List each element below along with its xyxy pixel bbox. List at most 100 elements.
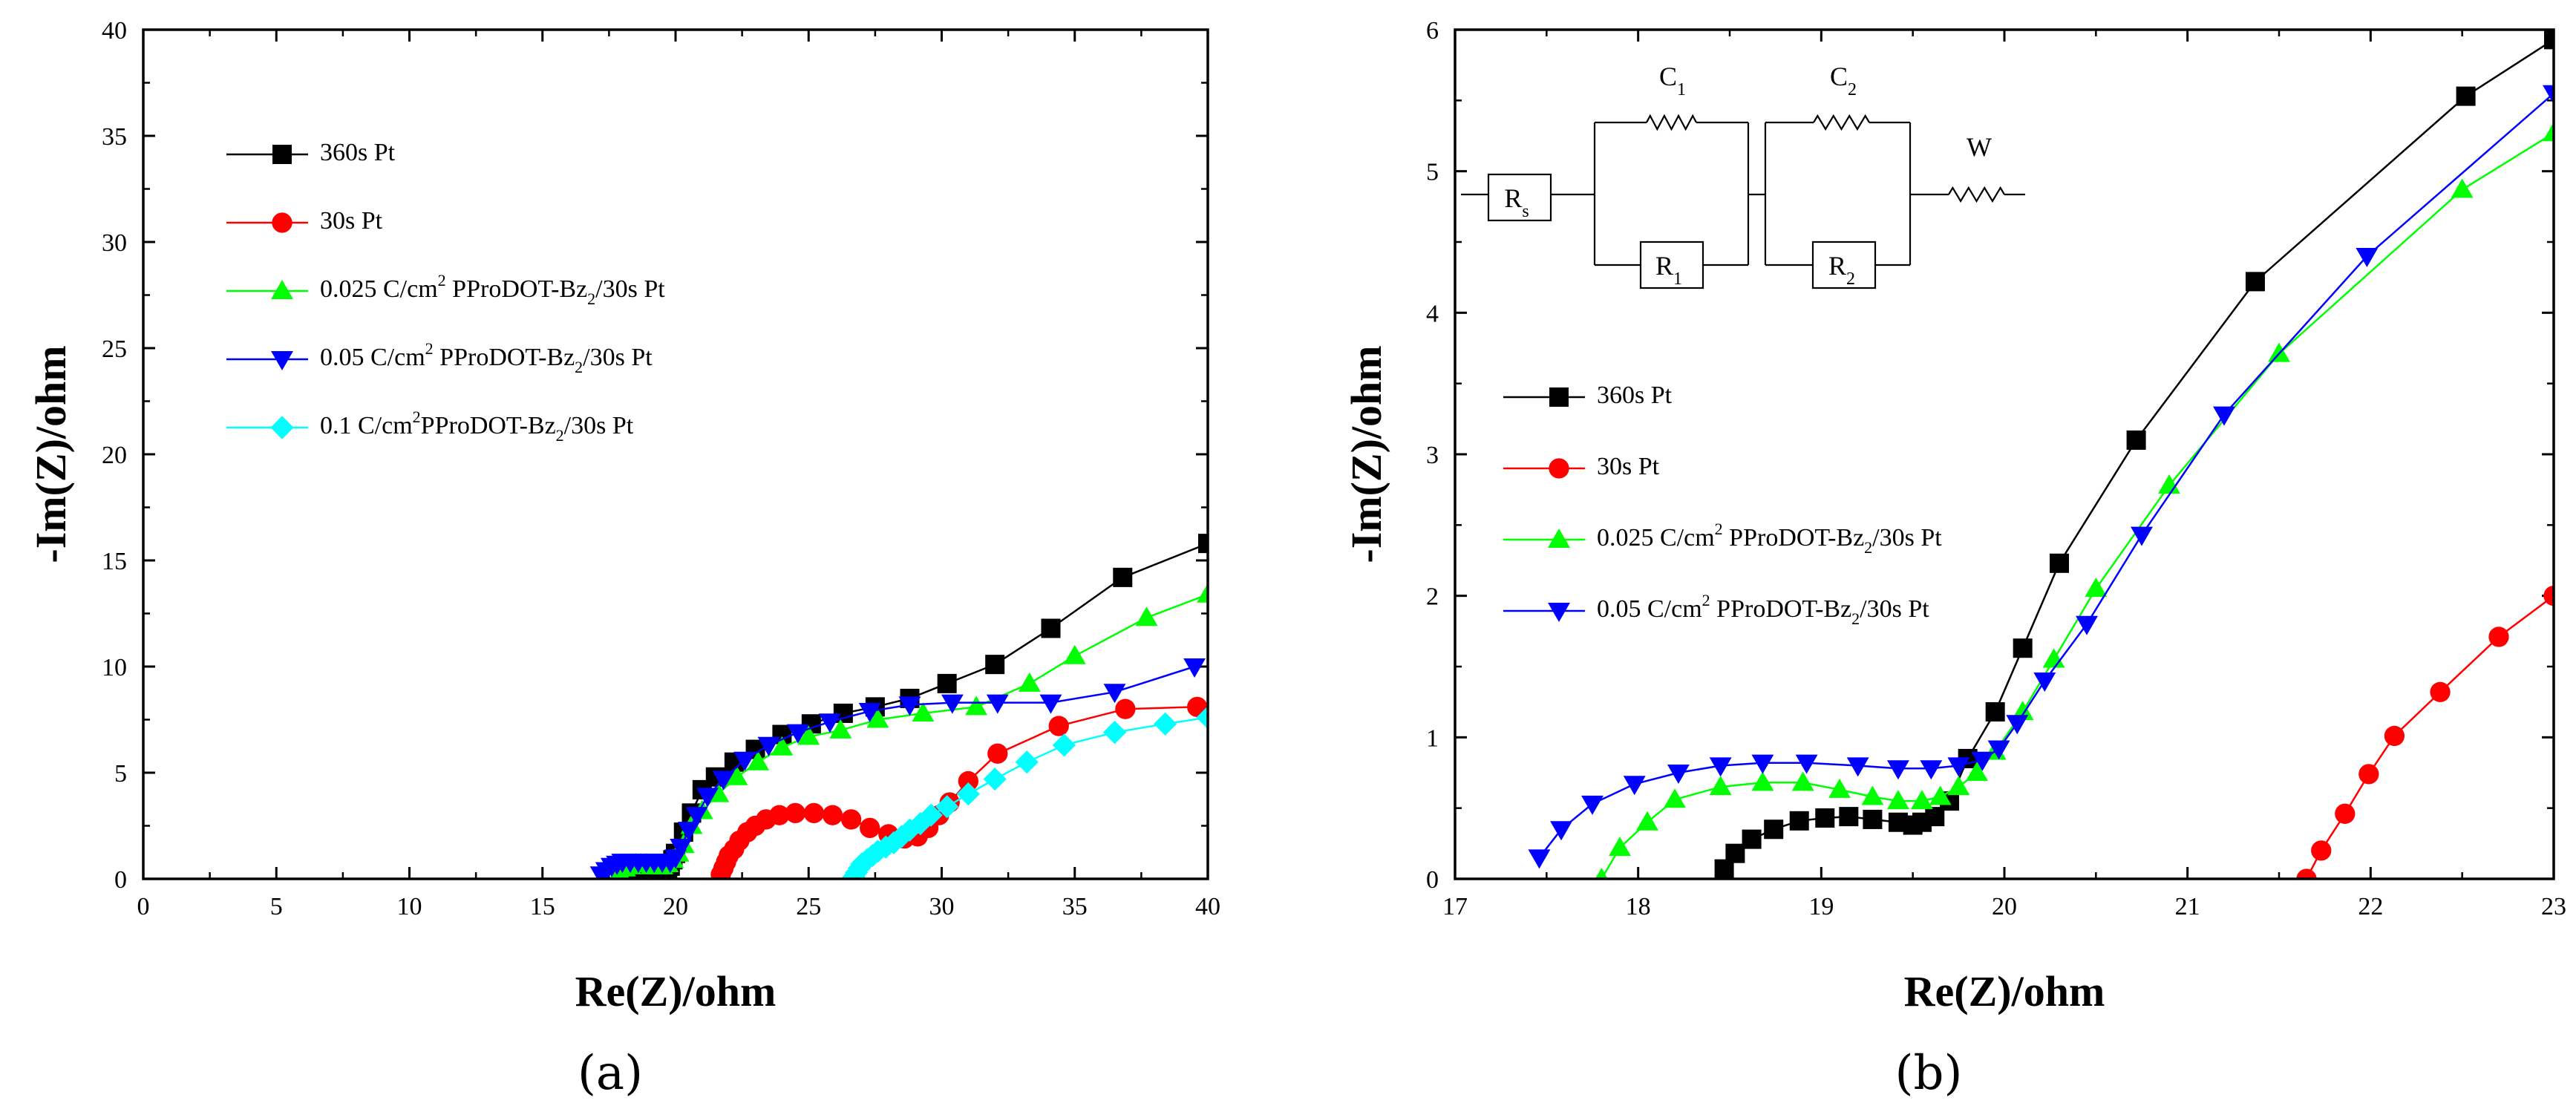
- y-tick-label: 5: [1426, 159, 1439, 186]
- circuit-label-sub: 2: [1848, 80, 1857, 99]
- legend-label-part: 0.1 C/cm: [320, 412, 413, 439]
- data-point: [2430, 681, 2451, 702]
- circuit-label-main: C: [1659, 62, 1677, 91]
- legend-label-part: PProDOT-Bz: [1710, 595, 1852, 623]
- circuit-label: R2: [1828, 251, 1855, 289]
- data-point: [860, 817, 880, 839]
- data-point: [958, 770, 978, 792]
- legend-label-part: 30s Pt: [320, 207, 383, 235]
- data-point: [1839, 807, 1859, 827]
- y-tick-label: 6: [1426, 17, 1439, 45]
- data-point: [1791, 771, 1814, 791]
- legend-label-script: 2: [1864, 538, 1872, 557]
- data-point: [1795, 754, 1818, 774]
- data-point: [956, 782, 980, 806]
- data-point: [919, 803, 943, 827]
- y-axis-label: -Im(Z)/ohm: [1342, 345, 1390, 563]
- circuit-label-sub: 2: [1846, 269, 1855, 289]
- legend-label-part: PProDOT-Bz: [446, 275, 588, 303]
- legend-label: 30s Pt: [1597, 453, 1660, 480]
- data-point: [2213, 406, 2235, 426]
- data-point: [1581, 795, 1604, 815]
- data-point: [898, 818, 922, 842]
- x-tick-label: 17: [1442, 893, 1468, 920]
- data-point: [785, 802, 805, 823]
- data-point: [696, 788, 719, 808]
- circuit-label: W: [1967, 132, 1992, 162]
- data-point: [937, 673, 957, 693]
- data-point: [1911, 790, 1933, 810]
- x-tick-label: 5: [270, 893, 283, 920]
- data-point: [1947, 776, 1970, 796]
- data-point: [1725, 843, 1745, 863]
- legend-item: 0.05 C/cm2 PProDOT-Bz2/30s Pt: [1503, 591, 1929, 628]
- legend-label-part: PProDOT-Bz: [421, 412, 556, 439]
- legend-item: 30s Pt: [1503, 453, 1660, 480]
- legend-marker: [271, 280, 293, 300]
- legend-label-script: 2: [438, 271, 446, 289]
- data-point: [769, 805, 790, 825]
- x-axis-label: Re(Z)/ohm: [575, 967, 777, 1015]
- data-point: [1886, 790, 1909, 810]
- data-point: [2335, 803, 2356, 824]
- y-tick-label: 40: [102, 17, 127, 45]
- legend-label-script: 2: [425, 339, 434, 358]
- panel-label: (a): [578, 1046, 643, 1101]
- series-diamond: [842, 706, 1208, 879]
- x-tick-label: 35: [1062, 893, 1088, 920]
- data-point: [2311, 840, 2332, 861]
- legend-label: 360s Pt: [320, 139, 396, 166]
- data-point: [1183, 658, 1206, 678]
- data-point: [1966, 762, 1988, 782]
- circuit-label-sub: s: [1522, 202, 1529, 221]
- data-point: [965, 696, 988, 716]
- data-point: [1018, 672, 1041, 692]
- legend-label-script: 2: [1851, 609, 1860, 628]
- series-line: [2305, 595, 2554, 879]
- data-point: [1742, 829, 1762, 849]
- legend-label-part: 360s Pt: [320, 139, 396, 166]
- data-point: [1041, 618, 1061, 638]
- data-point: [670, 839, 693, 859]
- data-point: [935, 795, 959, 819]
- data-point: [1751, 771, 1774, 791]
- series-line: [853, 716, 1208, 877]
- data-point: [712, 770, 735, 791]
- data-point: [1971, 751, 1994, 771]
- data-point: [2543, 586, 2554, 606]
- legend-label-part: /30s Pt: [583, 344, 653, 371]
- y-tick-label: 0: [114, 866, 127, 894]
- data-point: [2013, 638, 2033, 658]
- legend-marker: [1548, 529, 1570, 549]
- x-tick-label: 0: [137, 893, 150, 920]
- data-point: [1115, 698, 1136, 719]
- circuit-label-main: R: [1655, 251, 1673, 281]
- legend-label-script: 2: [413, 408, 421, 426]
- legend-label-script: 2: [587, 289, 595, 308]
- legend-label-script: 2: [1702, 591, 1710, 609]
- legend-item: 360s Pt: [1503, 382, 1673, 409]
- data-point: [1103, 684, 1126, 704]
- c2-element: [1813, 114, 1870, 131]
- legend-label-part: /30s Pt: [564, 412, 634, 439]
- y-tick-label: 2: [1426, 583, 1439, 611]
- data-point: [757, 736, 780, 756]
- c1-element: [1646, 114, 1697, 131]
- data-point: [747, 750, 770, 770]
- series-triangle-down: [589, 658, 1206, 879]
- series-triangle-up: [1595, 122, 2554, 879]
- y-tick-label: 5: [114, 760, 127, 788]
- data-point: [1135, 606, 1158, 626]
- legend-marker: [1549, 387, 1569, 407]
- x-tick-label: 20: [1992, 893, 2017, 920]
- data-point: [987, 743, 1008, 764]
- rs-resistor: [1487, 173, 1552, 222]
- x-axis-label: Re(Z)/ohm: [1904, 967, 2105, 1015]
- legend-label: 0.1 C/cm2PProDOT-Bz2/30s Pt: [320, 408, 634, 445]
- legend-label: 0.05 C/cm2 PProDOT-Bz2/30s Pt: [1597, 591, 1929, 628]
